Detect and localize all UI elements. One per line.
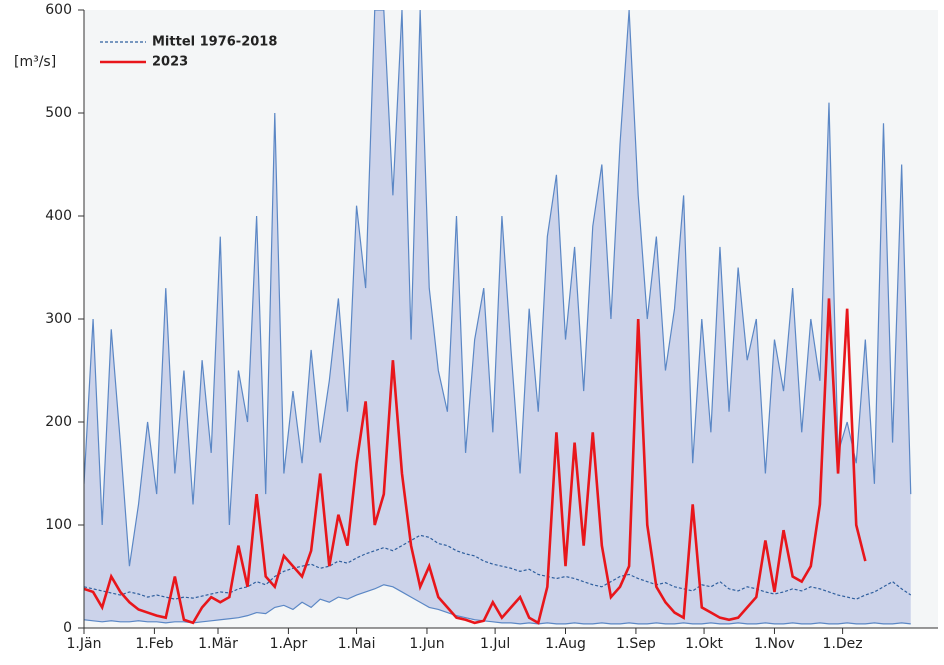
y-tick-label: 300	[45, 311, 72, 327]
band-upper	[84, 10, 912, 567]
axes: 0 100 200 300 400 500 600 1.Jän 1.Feb 1.Mär 1.Apr 1…	[45, 2, 938, 652]
x-tick-label: 1.Aug	[545, 636, 586, 652]
x-tick-label: 1.Sep	[616, 636, 656, 652]
series-line	[84, 534, 912, 600]
y-tick-label: 100	[45, 517, 72, 533]
legend-label: Mittel 1976-2018	[152, 35, 277, 50]
legend-label: 2023	[152, 55, 188, 70]
series-line	[84, 298, 867, 625]
y-tick-label: 600	[45, 2, 72, 18]
x-tick-label: 1.Apr	[270, 636, 308, 652]
x-tick-label: 1.Jul	[480, 636, 510, 652]
x-tick-label: 1.Jän	[67, 636, 102, 652]
plot	[84, 10, 912, 625]
y-tick-label: 0	[63, 620, 72, 636]
x-tick-label: 1.Okt	[685, 636, 723, 652]
y-tick-label: 200	[45, 414, 72, 430]
band-fill	[84, 10, 911, 624]
x-tick-label: 1.Mai	[338, 636, 376, 652]
x-tick-label: 1.Dez	[823, 636, 863, 652]
band-lower	[84, 584, 911, 625]
legend-box	[92, 24, 284, 76]
y-axis-label: [m³/s]	[14, 54, 56, 70]
x-tick-label: 1.Mär	[198, 636, 238, 652]
y-tick-label: 400	[45, 208, 72, 224]
y-tick-label: 500	[45, 105, 72, 121]
x-tick-label: 1.Jun	[409, 636, 444, 652]
legend: Mittel 1976-2018 2023	[92, 24, 284, 76]
x-tick-label: 1.Feb	[135, 636, 173, 652]
x-tick-label: 1.Nov	[754, 636, 795, 652]
